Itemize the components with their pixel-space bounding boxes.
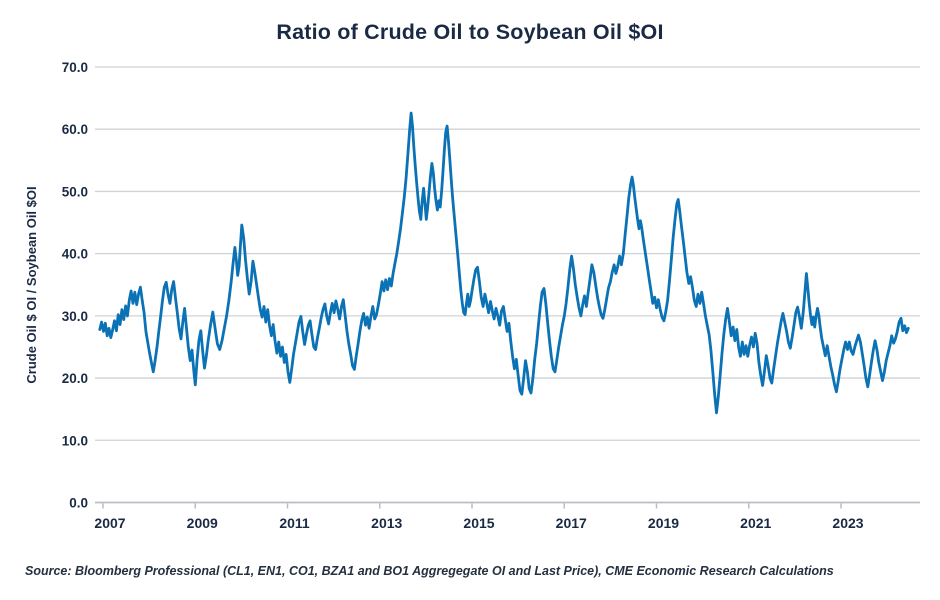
y-tick-label: 0.0 <box>69 496 88 511</box>
y-tick-label: 30.0 <box>62 309 88 324</box>
x-tick-label: 2017 <box>556 515 587 531</box>
ratio-line-series <box>98 111 910 415</box>
x-axis-tick-labels: 2007 2009 2011 2013 2015 2017 2019 2021 2023 <box>94 515 863 531</box>
chart-title: Ratio of Crude Oil to Soybean Oil $OI <box>276 20 664 44</box>
x-tick-label: 2013 <box>371 515 402 531</box>
x-tick-label: 2023 <box>832 515 863 531</box>
x-tick-label: 2011 <box>279 515 310 531</box>
gridlines <box>95 66 920 441</box>
x-tick-label: 2021 <box>740 515 771 531</box>
y-tick-label: 10.0 <box>62 433 88 448</box>
x-tick-label: 2019 <box>648 515 679 531</box>
y-tick-label: 50.0 <box>62 184 88 199</box>
x-tick-label: 2015 <box>463 515 494 531</box>
y-tick-label: 70.0 <box>62 60 88 75</box>
y-tick-label: 40.0 <box>62 247 88 262</box>
y-axis-tick-labels: 0.0 10.0 20.0 30.0 40.0 50.0 60.0 70.0 <box>62 60 88 511</box>
source-note: Source: Bloomberg Professional (CL1, EN1… <box>25 564 834 578</box>
x-axis <box>95 501 920 509</box>
y-tick-label: 20.0 <box>62 371 88 386</box>
x-tick-label: 2009 <box>187 515 218 531</box>
y-tick-label: 60.0 <box>62 122 88 137</box>
x-tick-label: 2007 <box>94 515 125 531</box>
